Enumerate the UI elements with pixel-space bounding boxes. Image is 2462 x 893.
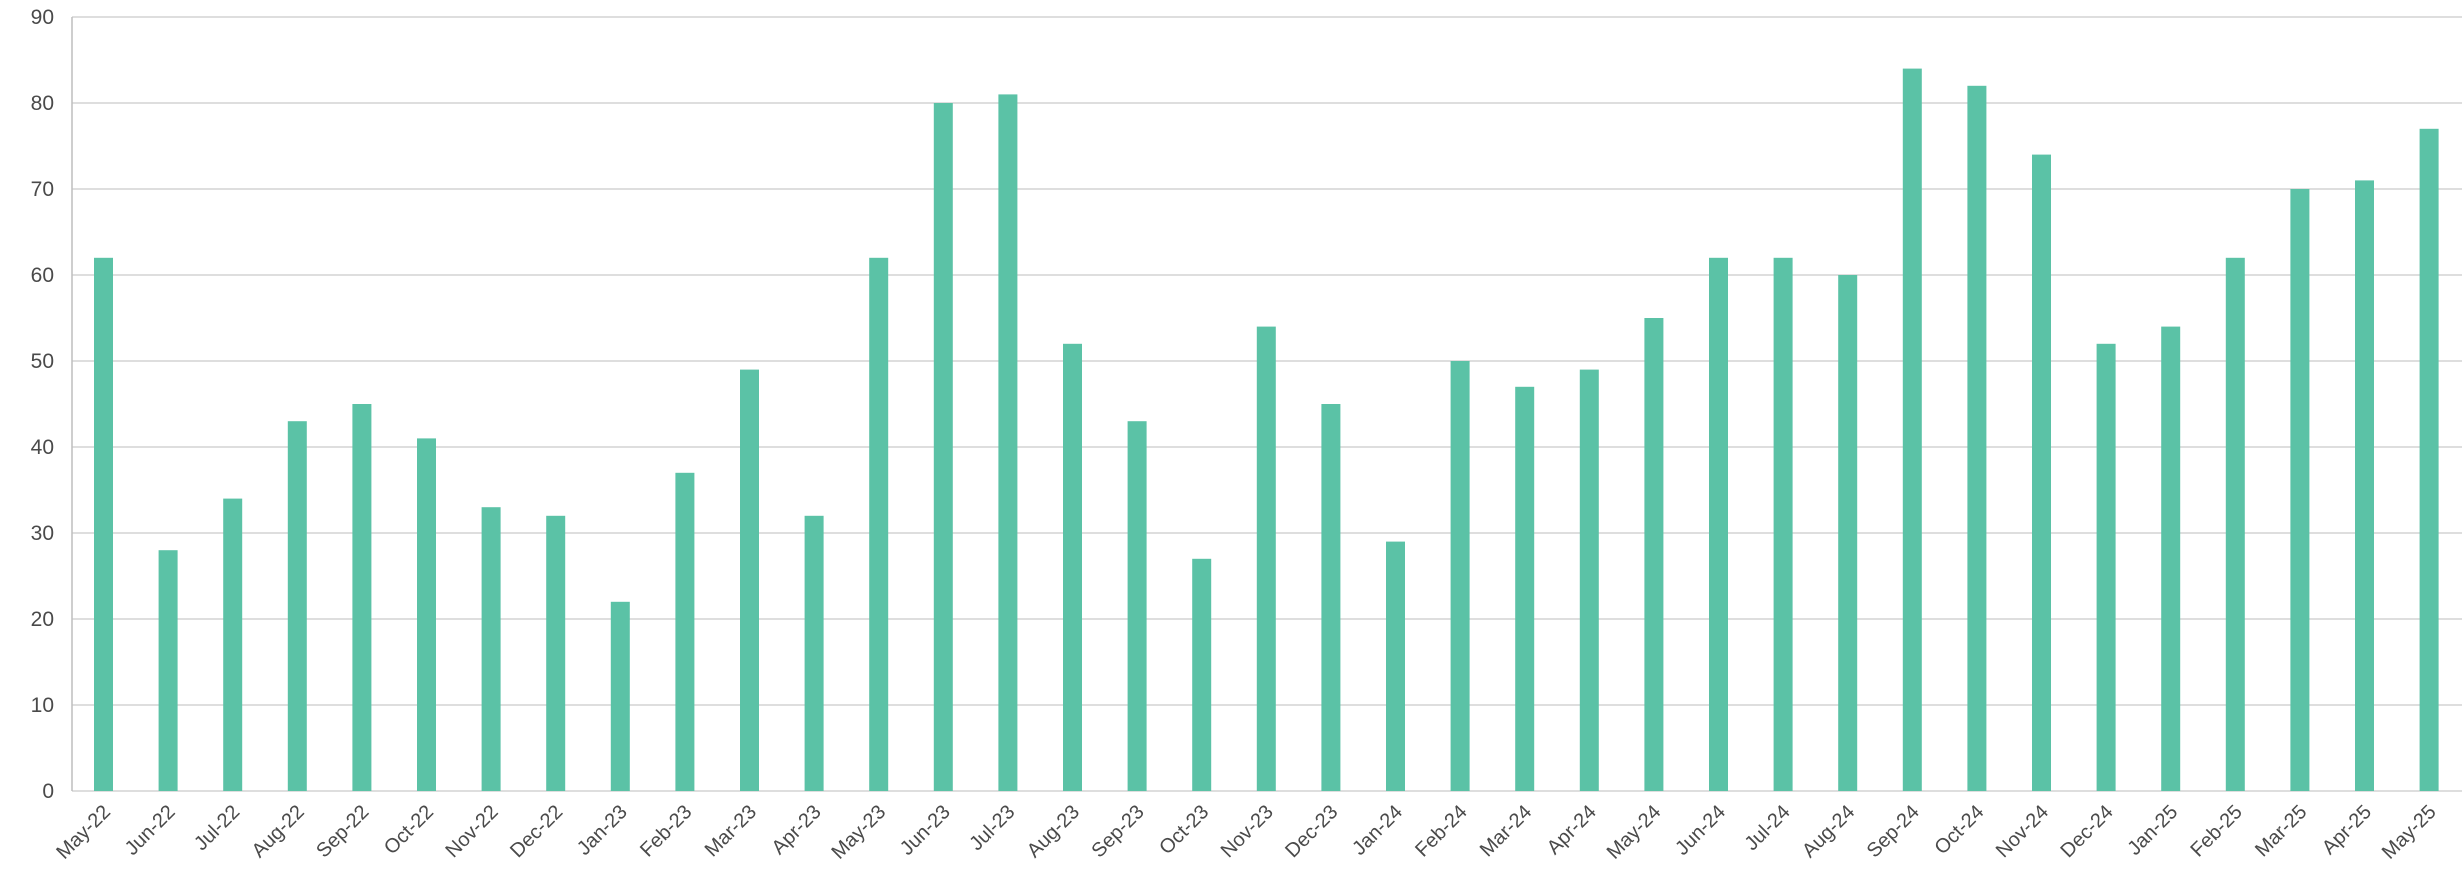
x-tick-label: Jun-24 — [1671, 801, 1730, 860]
x-tick-label: Jul-22 — [190, 801, 244, 855]
x-tick-label: May-23 — [828, 801, 891, 864]
x-tick-label: May-22 — [52, 801, 115, 864]
x-tick-label: Dec-24 — [2056, 801, 2117, 862]
x-tick-label: Oct-22 — [380, 801, 438, 859]
bar-sep-23 — [1127, 421, 1147, 791]
x-tick-label: Jul-24 — [1741, 801, 1795, 855]
x-tick-label: Mar-23 — [701, 801, 761, 861]
x-tick-label: Jan-23 — [573, 801, 632, 860]
bars — [94, 68, 2439, 792]
x-axis-ticks: May-22 Jun-22 Jul-22 Aug-22 Sep-22 Oct-22 Nov-… — [52, 801, 2440, 864]
bar-oct-24 — [1967, 85, 1987, 792]
bar-dec-23 — [1321, 404, 1341, 791]
bar-mar-23 — [740, 369, 759, 791]
x-tick-label: Apr-24 — [1543, 801, 1601, 859]
bar-may-23 — [869, 257, 889, 791]
x-tick-label: Jul-23 — [965, 801, 1019, 855]
bar-jul-22 — [223, 498, 243, 791]
bar-sep-22 — [352, 404, 372, 791]
y-tick-label: 90 — [31, 6, 54, 29]
bar-jul-23 — [998, 94, 1018, 791]
bar-may-24 — [1644, 318, 1664, 791]
bar-mar-24 — [1515, 386, 1535, 791]
x-tick-label: Dec-22 — [506, 801, 567, 862]
x-tick-label: Aug-24 — [1798, 801, 1859, 862]
x-tick-label: Nov-22 — [441, 801, 502, 862]
x-tick-label: Dec-23 — [1281, 801, 1342, 862]
x-tick-label: Mar-24 — [1476, 801, 1536, 861]
x-tick-label: Nov-23 — [1217, 801, 1278, 862]
x-tick-label: Sep-24 — [1863, 801, 1924, 862]
bar-dec-22 — [546, 515, 566, 791]
bar-jul-24 — [1773, 257, 1793, 791]
bar-jan-25 — [2161, 326, 2181, 791]
x-tick-label: Feb-24 — [1411, 801, 1471, 861]
bar-sep-24 — [1902, 68, 1922, 792]
y-tick-label: 50 — [31, 350, 54, 373]
bar-feb-25 — [2225, 257, 2245, 791]
x-tick-label: Aug-23 — [1023, 801, 1084, 862]
bar-nov-22 — [481, 507, 501, 791]
x-tick-label: Jun-23 — [896, 801, 955, 860]
bar-jun-23 — [933, 103, 953, 791]
y-tick-label: 80 — [31, 92, 54, 115]
bar-may-22 — [94, 257, 113, 791]
y-tick-label: 0 — [42, 780, 54, 803]
bar-mar-25 — [2290, 189, 2310, 791]
x-tick-label: Aug-22 — [248, 801, 309, 862]
bar-nov-24 — [2032, 154, 2051, 792]
y-tick-label: 30 — [31, 522, 54, 545]
bar-apr-23 — [804, 515, 824, 791]
bar-jan-24 — [1386, 541, 1405, 791]
bar-aug-23 — [1063, 343, 1082, 791]
bar-jun-22 — [158, 550, 178, 791]
x-tick-label: Feb-23 — [636, 801, 696, 861]
x-tick-label: Apr-25 — [2318, 801, 2376, 859]
y-tick-label: 60 — [31, 264, 54, 287]
bar-aug-22 — [287, 421, 307, 791]
bar-may-25 — [2419, 128, 2439, 792]
x-tick-label: Sep-23 — [1087, 801, 1148, 862]
bar-apr-25 — [2355, 180, 2374, 791]
bar-feb-23 — [675, 472, 695, 791]
bar-dec-24 — [2096, 343, 2116, 791]
bar-apr-24 — [1579, 369, 1599, 791]
x-tick-label: Feb-25 — [2186, 801, 2246, 861]
x-tick-label: Jan-25 — [2123, 801, 2182, 860]
bar-oct-22 — [417, 438, 436, 791]
x-tick-label: May-25 — [2378, 801, 2441, 864]
bar-nov-23 — [1256, 326, 1276, 791]
bar-jun-24 — [1709, 257, 1728, 791]
bar-aug-24 — [1838, 275, 1858, 791]
y-tick-label: 40 — [31, 436, 54, 459]
bar-oct-23 — [1192, 558, 1212, 791]
x-tick-label: Nov-24 — [1992, 801, 2053, 862]
bar-jan-23 — [610, 601, 630, 791]
y-axis-ticks: 0 10 20 30 40 50 60 70 80 90 — [31, 6, 54, 803]
x-tick-label: Mar-25 — [2251, 801, 2311, 861]
y-tick-label: 70 — [31, 178, 54, 201]
x-tick-label: Apr-23 — [768, 801, 826, 859]
x-tick-label: Sep-22 — [312, 801, 373, 862]
y-tick-label: 10 — [31, 694, 54, 717]
x-tick-label: Oct-23 — [1155, 801, 1213, 859]
bar-feb-24 — [1450, 361, 1470, 791]
x-tick-label: Jan-24 — [1348, 801, 1407, 860]
x-tick-label: Jun-22 — [121, 801, 180, 860]
y-tick-label: 20 — [31, 608, 54, 631]
x-tick-label: Oct-24 — [1930, 801, 1988, 859]
x-tick-label: May-24 — [1603, 801, 1666, 864]
